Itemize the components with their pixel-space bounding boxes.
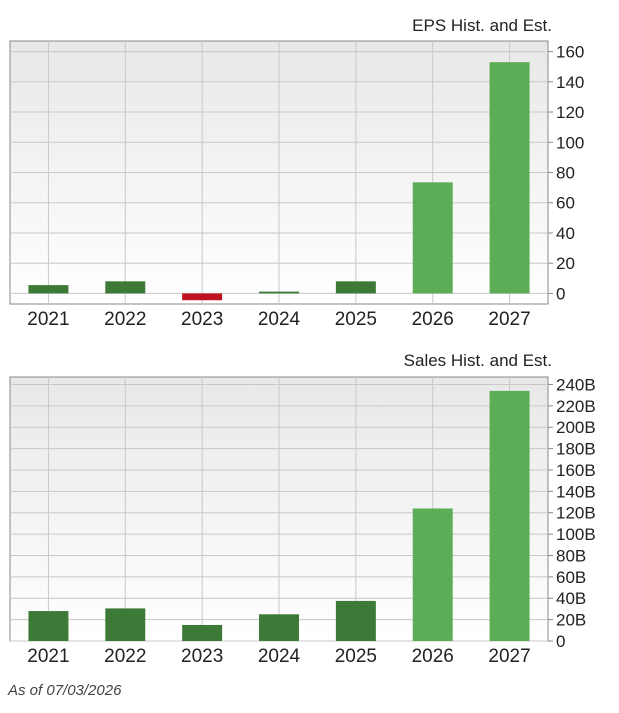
eps-chart: EPS Hist. and Est. 0 20 40 60 80 100 120 140 160 2… xyxy=(9,16,584,330)
bar-2025 xyxy=(335,600,376,641)
bar-2022 xyxy=(105,608,146,641)
x-tick-label: 2024 xyxy=(258,646,301,667)
y-tick-label: 60B xyxy=(556,568,586,587)
y-tick-label: 140B xyxy=(556,482,596,501)
bar-2027 xyxy=(489,390,530,641)
y-tick-label: 0 xyxy=(556,284,565,303)
x-tick-label: 2024 xyxy=(258,309,301,330)
bar-2024 xyxy=(259,291,299,294)
x-tick-label: 2023 xyxy=(181,309,223,330)
y-tick-label: 160B xyxy=(556,461,596,480)
y-tick-label: 200B xyxy=(556,418,596,437)
x-tick-label: 2026 xyxy=(412,309,454,330)
y-tick-label: 80 xyxy=(556,164,575,183)
y-tick-label: 40B xyxy=(556,589,586,608)
x-tick-label: 2023 xyxy=(181,646,223,667)
sales-chart: Sales Hist. and Est. 0 20B 40B 60B 80B 100B 120… xyxy=(9,351,596,667)
x-tick-label: 2022 xyxy=(104,646,146,667)
y-tick-label: 60 xyxy=(556,194,575,213)
y-tick-label: 40 xyxy=(556,224,575,243)
bar-2022 xyxy=(105,281,146,294)
bar-2023 xyxy=(182,293,223,301)
x-tick-label: 2021 xyxy=(27,309,69,330)
y-tick-label: 180B xyxy=(556,440,596,459)
y-tick-label: 80B xyxy=(556,546,586,565)
y-tick-label: 20B xyxy=(556,611,586,630)
bar-2024 xyxy=(259,614,299,641)
bar-2026 xyxy=(412,508,453,641)
bar-2021 xyxy=(28,611,69,641)
bar-2026 xyxy=(412,182,453,294)
y-tick-label: 0 xyxy=(556,632,565,651)
x-tick-label: 2021 xyxy=(27,646,69,667)
y-tick-label: 120 xyxy=(556,103,584,122)
x-tick-label: 2027 xyxy=(488,646,530,667)
bar-2027 xyxy=(489,62,530,294)
y-tick-label: 100 xyxy=(556,133,584,152)
y-tick-label: 120B xyxy=(556,504,596,523)
y-tick-label: 220B xyxy=(556,397,596,416)
y-tick-label: 140 xyxy=(556,73,584,92)
chart-title: Sales Hist. and Est. xyxy=(404,351,552,370)
x-tick-label: 2025 xyxy=(335,309,377,330)
chart-title: EPS Hist. and Est. xyxy=(412,16,552,35)
x-tick-label: 2027 xyxy=(488,309,530,330)
y-tick-label: 240B xyxy=(556,375,596,394)
bar-2025 xyxy=(335,281,376,294)
y-tick-label: 100B xyxy=(556,525,596,544)
x-tick-label: 2025 xyxy=(335,646,377,667)
x-tick-label: 2026 xyxy=(412,646,454,667)
as-of-date: As of 07/03/2026 xyxy=(8,682,122,699)
x-tick-label: 2022 xyxy=(104,309,146,330)
y-tick-label: 20 xyxy=(556,254,575,273)
bar-2023 xyxy=(182,624,223,641)
y-tick-label: 160 xyxy=(556,43,584,62)
bar-2021 xyxy=(28,285,69,294)
